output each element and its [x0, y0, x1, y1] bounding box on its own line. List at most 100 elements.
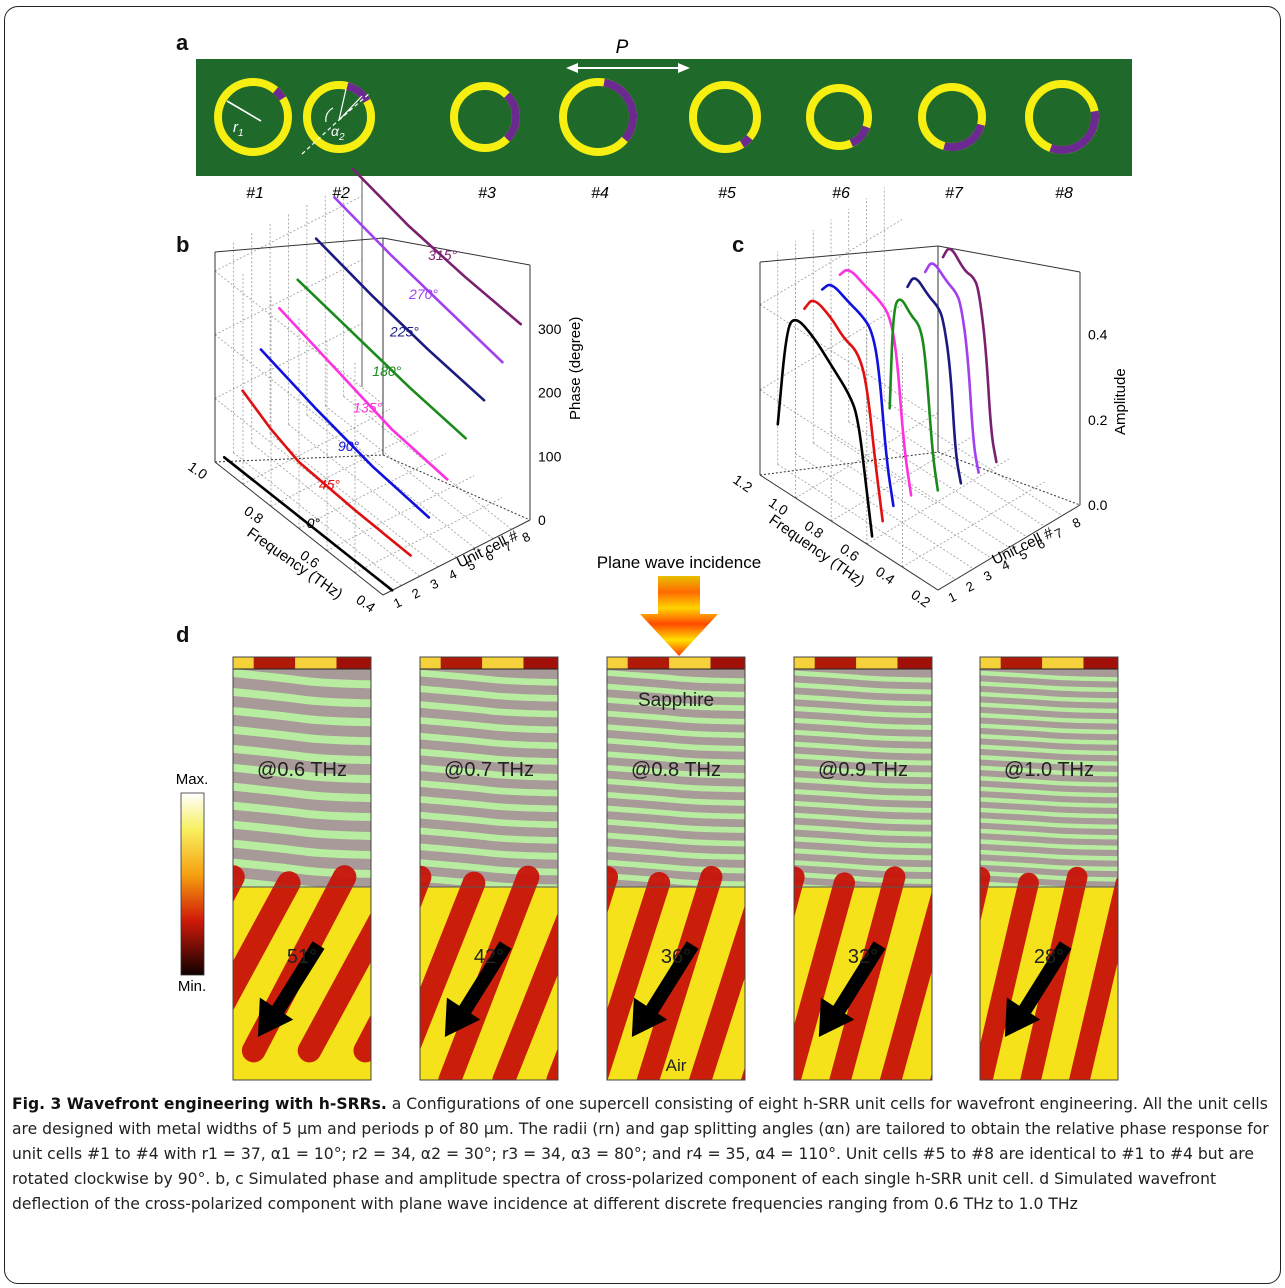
colorbar	[180, 792, 205, 976]
amp-cell-tick: 8	[1070, 514, 1083, 531]
amplitude-series-line	[838, 268, 913, 497]
amplitude-axis-label: Amplitude	[1112, 368, 1129, 435]
wavefront-frame: @0.9 THz 32°	[793, 656, 933, 1081]
figure-caption: Fig. 3 Wavefront engineering with h-SRRs…	[12, 1092, 1274, 1217]
deflection-angle-label: 28°	[1034, 946, 1064, 968]
phase-freq-tick: 1.0	[185, 458, 210, 482]
frequency-label: @0.8 THz	[631, 759, 721, 781]
amp-value-tick: 0.0	[1088, 497, 1108, 513]
figure-graphics: P r1 α2 #1 #2 #3 #4 #5 #6 #7 #8 0° 45° 90° 135° 1	[176, 37, 1132, 1081]
deflection-angle-label: 36°	[661, 946, 691, 968]
srr-ring	[806, 84, 872, 150]
panel-d-wavefront: Plane wave incidence Max. Min. @0.6 THz 5…	[176, 553, 1119, 1081]
amplitude-series-line	[820, 283, 895, 508]
amp-freq-tick: 0.2	[908, 586, 933, 610]
cell-label: #7	[945, 185, 964, 202]
incidence-arrow-icon	[640, 576, 718, 656]
srr-gap	[503, 92, 520, 142]
period-arrow	[566, 63, 690, 73]
phase-series-line	[241, 389, 412, 557]
phase-freq-tick: 0.8	[241, 503, 266, 527]
phase-series-label: 315°	[428, 247, 457, 263]
amp-cell-tick: 2	[963, 578, 976, 595]
amplitude-series-line	[888, 298, 940, 492]
phase-cell-tick: 1	[391, 594, 404, 611]
phase-series-line	[222, 456, 394, 592]
period-label: P	[616, 37, 629, 58]
wavefront-frame: @0.8 THz 36° Sapphire Air	[606, 656, 746, 1081]
deflection-angle-label: 32°	[848, 946, 878, 968]
srr-gap	[739, 134, 753, 148]
frequency-label: @0.9 THz	[818, 759, 908, 781]
frequency-label: @0.6 THz	[257, 759, 347, 781]
phase-series-line	[351, 167, 523, 326]
caption-text: a Configurations of one supercell consis…	[12, 1095, 1269, 1213]
cell-label: #3	[478, 185, 496, 202]
srr-ring	[689, 81, 761, 153]
phase-value-tick: 200	[538, 385, 562, 401]
phase-value-tick: 100	[538, 448, 562, 464]
phase-series-label: 225°	[389, 324, 419, 340]
srr-gap	[603, 78, 637, 143]
phase-series-label: 180°	[372, 363, 401, 379]
radius-line	[226, 100, 262, 122]
cell-label: #8	[1055, 185, 1073, 202]
panel-label-c: c	[732, 232, 745, 257]
phase-series-label: 135°	[353, 400, 382, 416]
cell-label: #2	[332, 185, 350, 202]
air-label: Air	[666, 1056, 687, 1075]
srr-gap	[1049, 110, 1099, 154]
phase-series-label: 90°	[338, 438, 360, 454]
cell-label: #4	[591, 185, 609, 202]
phase-series-label: 45°	[319, 476, 341, 492]
amplitude-series-line	[923, 262, 980, 474]
amp-value-tick: 0.4	[1088, 327, 1108, 343]
amp-cell-tick: 3	[981, 567, 994, 584]
caption-title: Fig. 3 Wavefront engineering with h-SRRs…	[12, 1095, 387, 1113]
phase-cell-tick: 4	[446, 566, 459, 583]
panel-label-d: d	[176, 622, 190, 647]
cell-label: #5	[718, 185, 736, 202]
srr-gap	[849, 125, 871, 147]
angle-label: α2	[331, 123, 345, 143]
wavefront-frame: @0.7 THz 42°	[419, 656, 559, 1081]
phase-freq-tick: 0.4	[353, 591, 378, 615]
deflection-angle-label: 51°	[287, 946, 317, 968]
supercell-substrate	[196, 59, 1132, 176]
incidence-label: Plane wave incidence	[597, 553, 761, 572]
amplitude-series-line	[941, 247, 998, 464]
cell-label: #1	[246, 185, 264, 202]
phase-series-line	[314, 237, 486, 402]
phase-series-line	[333, 196, 504, 364]
colorbar-max: Max.	[176, 771, 209, 788]
frequency-label: @0.7 THz	[444, 759, 534, 781]
figure-frame	[4, 6, 1281, 1284]
amplitude-series-line	[803, 299, 884, 523]
phase-value-tick: 0	[538, 512, 546, 528]
srr-gap	[346, 82, 371, 104]
cell-label: #6	[832, 185, 850, 202]
srr-ring	[214, 78, 292, 156]
amplitude-series-line	[906, 277, 963, 485]
phase-value-tick: 300	[538, 321, 562, 337]
panel-label-b: b	[176, 232, 190, 257]
phase-cell-tick: 2	[409, 585, 422, 602]
substrate-label: Sapphire	[638, 690, 714, 711]
amp-freq-tick: 0.4	[873, 563, 898, 587]
deflection-angle-label: 42°	[474, 946, 504, 968]
srr-gap	[272, 87, 287, 101]
srr-ring	[303, 81, 375, 153]
panel-b-phase-chart: 0°45°90°135°180°225°270°315° 1.00.80.60.…	[185, 167, 584, 616]
angle-annotation	[301, 88, 371, 155]
phase-series-label: 270°	[408, 286, 438, 302]
wavefront-frame: @1.0 THz 28°	[979, 656, 1119, 1081]
amp-freq-tick: 1.2	[730, 471, 755, 495]
wavefront-frame: @0.6 THz 51°	[232, 656, 372, 1081]
srr-gap	[943, 123, 985, 151]
amp-cell-tick: 1	[946, 589, 959, 606]
panel-a-supercell: P r1 α2 #1 #2 #3 #4 #5 #6 #7 #8	[196, 37, 1132, 202]
amp-value-tick: 0.2	[1088, 412, 1108, 428]
radius-label: r1	[233, 119, 244, 139]
colorbar-min: Min.	[178, 978, 206, 995]
